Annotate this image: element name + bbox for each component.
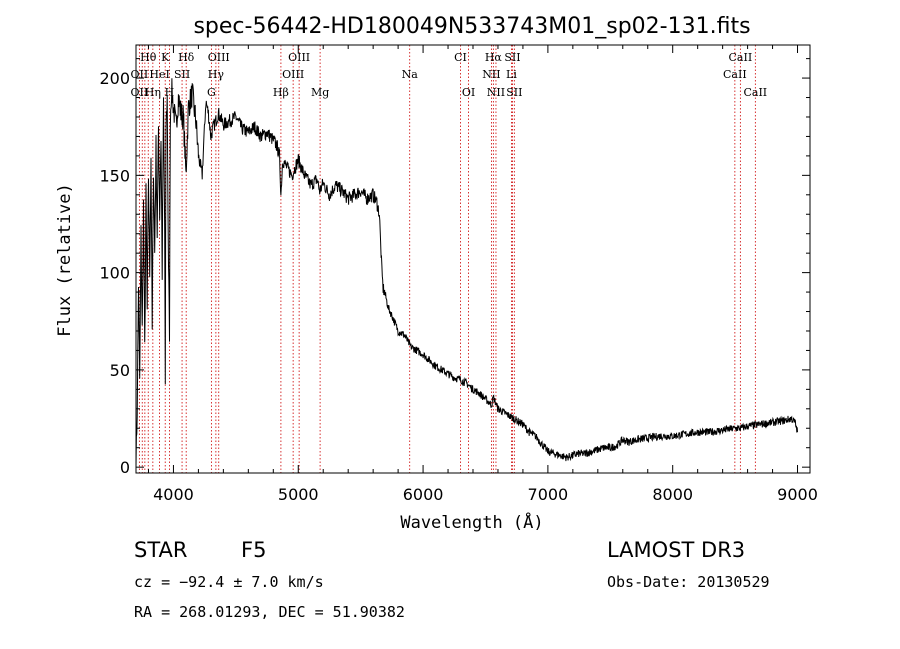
line-label: OII [131, 68, 149, 81]
line-label: HeI [149, 68, 169, 81]
object-subclass: F5 [241, 538, 267, 562]
y-tick-label: 50 [110, 361, 130, 380]
line-label: Mg [311, 86, 329, 99]
line-label: Na [402, 68, 419, 81]
line-label: OI [462, 86, 475, 99]
marker-lines [138, 45, 756, 473]
x-tick-label: 5000 [278, 485, 319, 504]
x-tick-label: 6000 [403, 485, 444, 504]
line-label: H [165, 86, 175, 99]
line-label: SII [506, 86, 522, 99]
line-label: NII [487, 86, 505, 99]
line-label: Hδ [178, 51, 195, 64]
line-label: OII [131, 86, 149, 99]
x-tick-label: 4000 [153, 485, 194, 504]
x-axis-label: Wavelength (Å) [400, 511, 543, 533]
y-axis-label: Flux (relative) [55, 183, 75, 337]
y-tick-label: 100 [99, 264, 130, 283]
x-tick-label: 7000 [528, 485, 569, 504]
line-label: OIII [208, 51, 230, 64]
line-label: OIII [288, 51, 310, 64]
plot-frame [135, 44, 811, 474]
x-axis-ticks: 4000 5000 6000 7000 8000 9000 [147, 45, 818, 504]
line-label: SII [174, 68, 190, 81]
y-axis-ticks: 0 50 100 150 200 [99, 58, 810, 477]
x-tick-label: 8000 [652, 485, 693, 504]
line-label: G [207, 86, 216, 99]
line-label: CaII [729, 51, 753, 64]
line-label: Hγ [208, 68, 225, 81]
spectrum-line [135, 78, 798, 468]
survey-name: LAMOST DR3 [607, 538, 746, 562]
y-tick-label: 200 [99, 69, 130, 88]
obs-date-text: Obs-Date: 20130529 [607, 573, 770, 591]
y-tick-label: 0 [120, 458, 130, 477]
line-label: SII [504, 51, 520, 64]
x-tick-label: 9000 [777, 485, 818, 504]
line-label: K [161, 51, 170, 64]
object-class: STAR [134, 538, 188, 562]
line-label: CaII [743, 86, 767, 99]
redshift-text: cz = −92.4 ± 7.0 km/s [134, 573, 324, 591]
y-tick-label: 150 [99, 166, 130, 185]
line-label: Hβ [273, 86, 289, 99]
chart-title: spec-56442-HD180049N533743M01_sp02-131.f… [193, 14, 750, 39]
line-label: Li [506, 68, 517, 81]
line-label: NII [482, 68, 500, 81]
line-label: Hη [145, 86, 161, 99]
line-label: CI [454, 51, 467, 64]
line-label: CaII [723, 68, 747, 81]
coordinates-text: RA = 268.01293, DEC = 51.90382 [134, 603, 405, 621]
line-label: Hα [485, 51, 503, 64]
line-label: Hθ [140, 51, 157, 64]
line-label: OIII [282, 68, 304, 81]
